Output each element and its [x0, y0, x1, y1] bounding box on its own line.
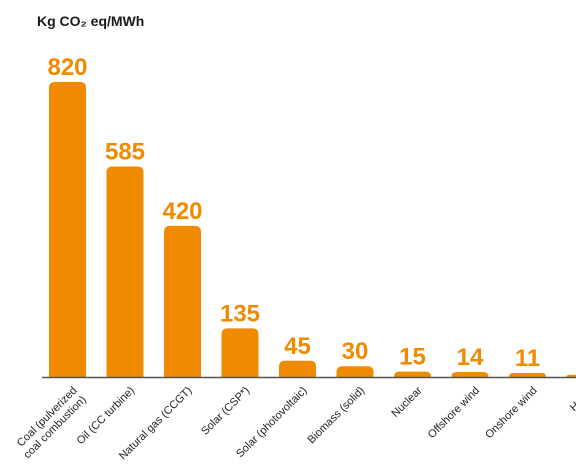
value-label-5: 30: [342, 338, 369, 365]
value-labels-group: 82058542013545301514116: [47, 54, 540, 372]
bar-4: [279, 360, 316, 377]
bar-0: [49, 82, 86, 377]
bar-8: [509, 373, 546, 377]
bar-2: [164, 225, 201, 377]
value-label-6: 15: [399, 344, 426, 371]
value-label-4: 45: [284, 333, 311, 360]
value-label-1: 585: [105, 139, 145, 166]
category-label-9-line-0: Hydro: [568, 385, 576, 414]
value-label-2: 420: [162, 198, 202, 225]
category-label-1-line-0: Oil (CC turbine): [75, 385, 138, 448]
bar-7: [451, 371, 489, 377]
category-label-8-line-0: Onshore wind: [483, 385, 539, 441]
unit-label: Kg CO₂ eq/MWh: [37, 13, 144, 29]
bar-1: [106, 166, 144, 377]
value-label-0: 820: [47, 54, 87, 81]
bar-9: [566, 374, 576, 377]
bar-6: [394, 371, 431, 377]
category-label-6-line-0: Nuclear: [389, 384, 425, 420]
category-label-7-line-0: Offshore wind: [426, 385, 482, 441]
value-label-7: 14: [457, 344, 484, 371]
bars-group: [49, 82, 576, 377]
bar-3: [221, 328, 259, 377]
category-label-5-line-0: Biomass (solid): [305, 385, 367, 447]
category-label-3-line-0: Solar (CSP*): [199, 385, 252, 438]
value-label-8: 11: [515, 345, 540, 372]
bar-5: [336, 366, 374, 377]
value-label-3: 135: [220, 300, 260, 327]
